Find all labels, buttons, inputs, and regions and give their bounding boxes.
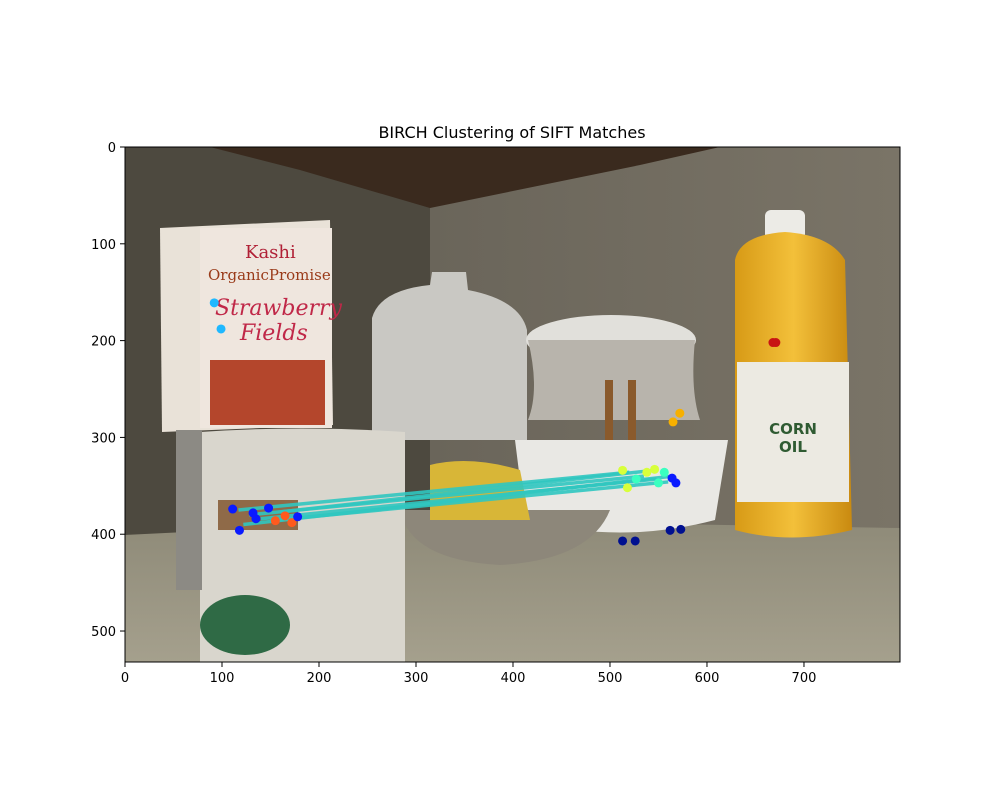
x-tick-label: 300 — [404, 671, 429, 686]
keypoint-marker — [631, 474, 641, 484]
keypoint-marker — [668, 417, 678, 427]
y-tick-label: 400 — [91, 528, 116, 543]
chart-title: BIRCH Clustering of SIFT Matches — [378, 123, 645, 142]
y-tick-label: 0 — [108, 141, 116, 156]
keypoint-marker — [642, 467, 652, 477]
keypoint-marker — [234, 525, 244, 535]
svg-text:CORN: CORN — [769, 420, 817, 438]
keypoint-marker — [671, 478, 681, 488]
keypoint-marker — [665, 525, 675, 535]
y-tick-label: 300 — [91, 431, 116, 446]
keypoint-marker — [264, 503, 274, 513]
x-tick-label: 0 — [121, 671, 129, 686]
keypoint-marker — [630, 536, 640, 546]
keypoint-marker — [270, 516, 280, 526]
x-tick-label: 700 — [792, 671, 817, 686]
x-tick-label: 500 — [598, 671, 623, 686]
x-tick-label: 100 — [210, 671, 235, 686]
keypoint-marker — [293, 512, 303, 522]
keypoint-marker — [228, 504, 238, 514]
keypoint-marker — [653, 478, 663, 488]
keypoint-marker — [216, 324, 226, 334]
keypoint-marker — [251, 514, 261, 524]
keypoint-marker — [771, 338, 781, 348]
svg-text:Kashi: Kashi — [245, 242, 296, 263]
keypoint-marker — [287, 518, 297, 528]
y-tick-label: 100 — [91, 238, 116, 253]
keypoint-marker — [622, 483, 632, 493]
svg-text:OIL: OIL — [779, 438, 807, 456]
keypoint-marker — [280, 511, 290, 521]
svg-text:Strawberry: Strawberry — [215, 296, 343, 321]
background-photo: Kashi OrganicPromise Strawberry Fields C… — [125, 147, 900, 662]
match-line — [243, 474, 674, 527]
keypoint-marker — [650, 464, 660, 474]
y-tick-label: 500 — [91, 625, 116, 640]
match-lines — [238, 468, 674, 527]
x-tick-label: 400 — [501, 671, 526, 686]
y-tick-label: 200 — [91, 335, 116, 350]
x-axis: 0 100 200 300 400 500 600 700 — [121, 662, 817, 686]
x-tick-label: 200 — [307, 671, 332, 686]
y-axis: 0 100 200 300 400 500 — [91, 141, 125, 640]
match-line — [280, 468, 654, 514]
keypoint-marker — [209, 298, 219, 308]
svg-text:OrganicPromise: OrganicPromise — [208, 266, 331, 284]
svg-text:Fields: Fields — [239, 321, 308, 346]
keypoint-marker — [675, 408, 685, 418]
keypoint-marker — [618, 465, 628, 475]
keypoint-marker — [659, 467, 669, 477]
x-tick-label: 600 — [695, 671, 720, 686]
keypoints — [209, 298, 781, 546]
keypoint-marker — [676, 524, 686, 534]
keypoint-marker — [618, 536, 628, 546]
